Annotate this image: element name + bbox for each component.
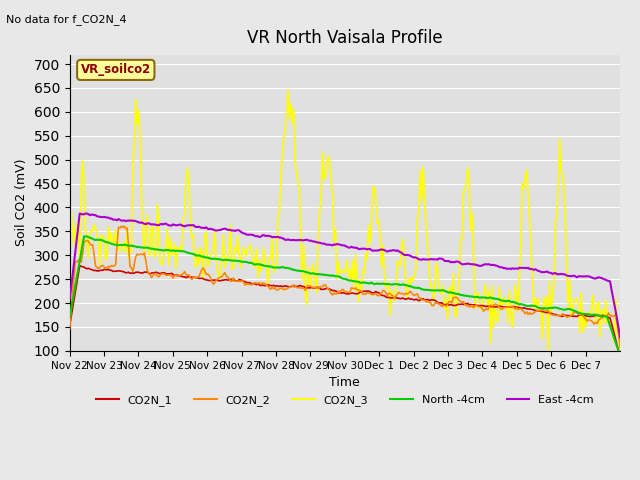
Text: VR_soilco2: VR_soilco2 xyxy=(81,63,151,76)
X-axis label: Time: Time xyxy=(330,376,360,389)
Y-axis label: Soil CO2 (mV): Soil CO2 (mV) xyxy=(15,159,28,246)
Title: VR North Vaisala Profile: VR North Vaisala Profile xyxy=(247,29,443,48)
Text: No data for f_CO2N_4: No data for f_CO2N_4 xyxy=(6,14,127,25)
Legend: CO2N_1, CO2N_2, CO2N_3, North -4cm, East -4cm: CO2N_1, CO2N_2, CO2N_3, North -4cm, East… xyxy=(92,391,598,410)
